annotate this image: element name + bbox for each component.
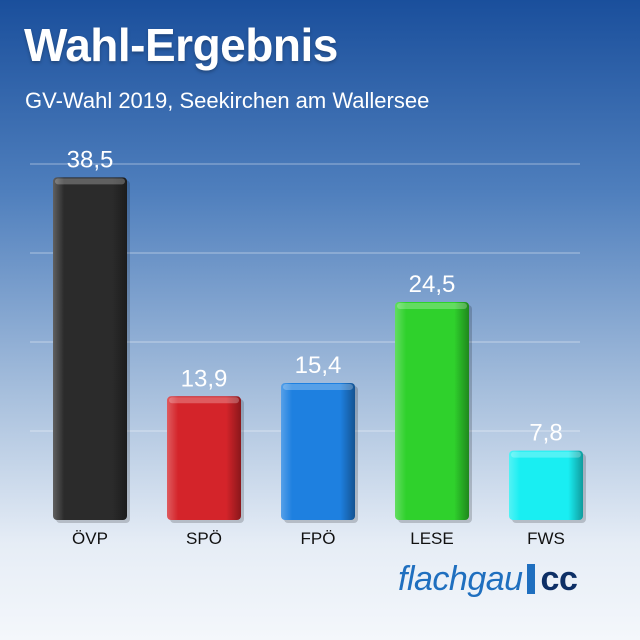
bar-highlight (511, 451, 581, 458)
category-label: FPÖ (301, 529, 336, 548)
bar-spö (167, 396, 241, 520)
value-label: 24,5 (409, 271, 456, 298)
bar-highlight (169, 397, 239, 404)
bar-lese (395, 301, 469, 520)
chart-subtitle: GV-Wahl 2019, Seekirchen am Wallersee (25, 88, 430, 113)
bar-fws (509, 450, 583, 520)
category-label: SPÖ (186, 529, 222, 548)
bar-fpö (281, 382, 355, 520)
bar-highlight (397, 302, 467, 309)
value-label: 15,4 (295, 352, 342, 379)
logo-main-text: flachgau (398, 560, 523, 598)
value-label: 7,8 (529, 420, 562, 447)
value-label: 13,9 (181, 365, 228, 392)
category-label: LESE (410, 529, 453, 548)
bar-highlight (283, 383, 353, 390)
bar-highlight (55, 178, 125, 185)
flachgau-logo: flachgau cc (398, 560, 578, 599)
bar-övp (53, 177, 127, 520)
logo-suffix-text: cc (540, 560, 578, 598)
chart-title: Wahl-Ergebnis (24, 19, 338, 71)
category-label: ÖVP (72, 529, 108, 548)
category-label: FWS (527, 529, 565, 548)
logo-divider-bar (526, 564, 535, 594)
value-label: 38,5 (67, 146, 114, 173)
